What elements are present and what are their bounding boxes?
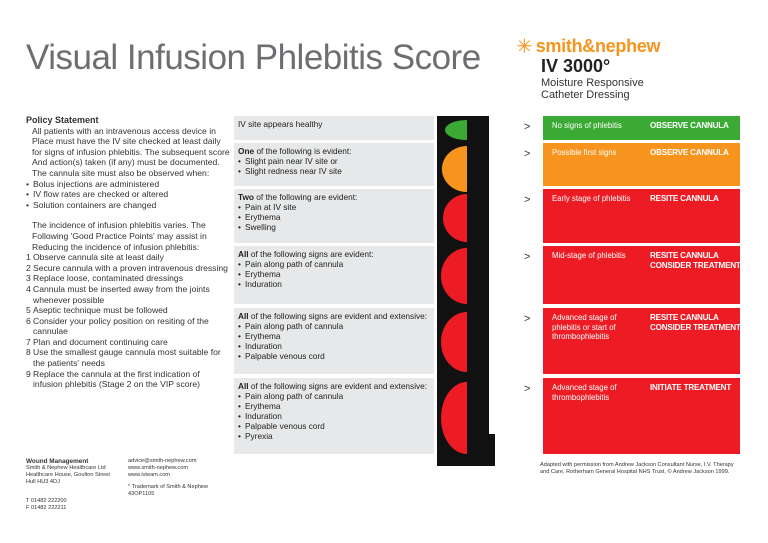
result-cell: Early stage of phlebitis RESITE CANNULA	[543, 189, 740, 243]
list-item: 7 Plan and document continuing care	[26, 336, 168, 347]
score-row-1: One of the following is evident: Slight …	[234, 143, 740, 186]
score-row-3: All of the following signs are evident: …	[234, 246, 741, 304]
score-value: 5	[492, 380, 500, 396]
company-address: Wound Management Smith & Nephew Healthca…	[26, 458, 110, 511]
arrow-icon: >	[524, 194, 531, 206]
policy-heading: Policy Statement	[26, 115, 99, 125]
arrow-icon: >	[524, 121, 531, 133]
row-description: Two of the following are evident: Pain a…	[234, 189, 434, 243]
row-description: One of the following is evident: Slight …	[234, 143, 434, 186]
list-item: 4 Cannula must be inserted away from the …	[26, 283, 210, 305]
product-subtitle-2: Catheter Dressing	[541, 89, 630, 101]
result-cell: Advanced stage of phlebitis or start of …	[543, 308, 741, 374]
score-value: 3	[492, 248, 500, 264]
adapted-note: Adapted with permission from Andrew Jack…	[540, 462, 734, 475]
smith-nephew-star-icon: ✳	[516, 35, 533, 58]
policy-para2: The incidence of infusion phlebitis vari…	[32, 220, 207, 252]
website-link[interactable]: www.smith-nephew.com	[128, 465, 188, 471]
list-item: IV flow rates are checked or altered	[26, 189, 230, 200]
arrow-icon: >	[524, 148, 531, 160]
company-contacts: advice@smith-nephew.com www.smith-nephew…	[128, 458, 208, 497]
list-item: Solution containers are changed	[26, 200, 230, 211]
score-row-5: All of the following signs are evident a…	[234, 378, 740, 454]
email-link[interactable]: advice@smith-nephew.com	[128, 458, 197, 464]
list-item: 3 Replace loose, contaminated dressings	[26, 273, 184, 284]
list-item: Bolus injections are administered	[26, 179, 230, 190]
good-practice-points: 1 Observe cannula site at least daily 2 Se…	[26, 252, 230, 390]
row-description: All of the following signs are evident a…	[234, 378, 434, 454]
list-item: 5 Aseptic technique must be followed	[26, 305, 168, 316]
score-row-4: All of the following signs are evident a…	[234, 308, 741, 374]
score-row-0: IV site appears healthy 0 > No signs of …	[234, 116, 740, 140]
score-value: 0	[492, 118, 500, 134]
result-cell: Mid-stage of phlebitis RESITE CANNULA CO…	[543, 246, 741, 304]
list-item: 8 Use the smallest gauge cannula most sui…	[26, 347, 221, 369]
result-cell: No signs of phlebitis OBSERVE CANNULA	[543, 116, 740, 140]
arrow-icon: >	[524, 313, 531, 325]
arrow-icon: >	[524, 251, 531, 263]
score-row-2: Two of the following are evident: Pain a…	[234, 189, 740, 243]
result-cell: Advanced stage of thrombophlebitis INITI…	[543, 378, 740, 454]
score-value: 4	[492, 310, 500, 326]
page-title: Visual Infusion Phlebitis Score	[26, 38, 481, 77]
list-item: 6 Consider your policy position on resiti…	[26, 315, 209, 337]
list-item: 9 Replace the cannula at the first indica…	[26, 368, 201, 390]
policy-statement: Policy Statement All patients with an in…	[26, 115, 230, 390]
list-item: 2 Secure cannula with a proven intravenou…	[26, 262, 228, 273]
policy-intro: All patients with an intravenous access …	[32, 125, 230, 178]
website-link[interactable]: www.ivteam.com	[128, 472, 170, 478]
brand-logo: smith&nephew	[535, 36, 661, 56]
row-description: IV site appears healthy	[234, 116, 434, 140]
score-value: 1	[492, 145, 500, 161]
score-value: 2	[492, 191, 500, 207]
row-description: All of the following signs are evident a…	[234, 308, 434, 374]
policy-bullets: Bolus injections are administered IV flo…	[26, 179, 230, 211]
list-item: 1 Observe cannula site at least daily	[26, 252, 164, 263]
result-cell: Possible first signs OBSERVE CANNULA	[543, 143, 740, 186]
brand-block: ✳ smith&nephew IV 3000° Moisture Respons…	[516, 36, 756, 101]
traffic-light-icon	[437, 116, 495, 466]
product-subtitle-1: Moisture Responsive	[541, 77, 644, 89]
arrow-icon: >	[524, 383, 531, 395]
row-description: All of the following signs are evident: …	[234, 246, 434, 304]
product-name: IV 3000°	[541, 56, 611, 76]
